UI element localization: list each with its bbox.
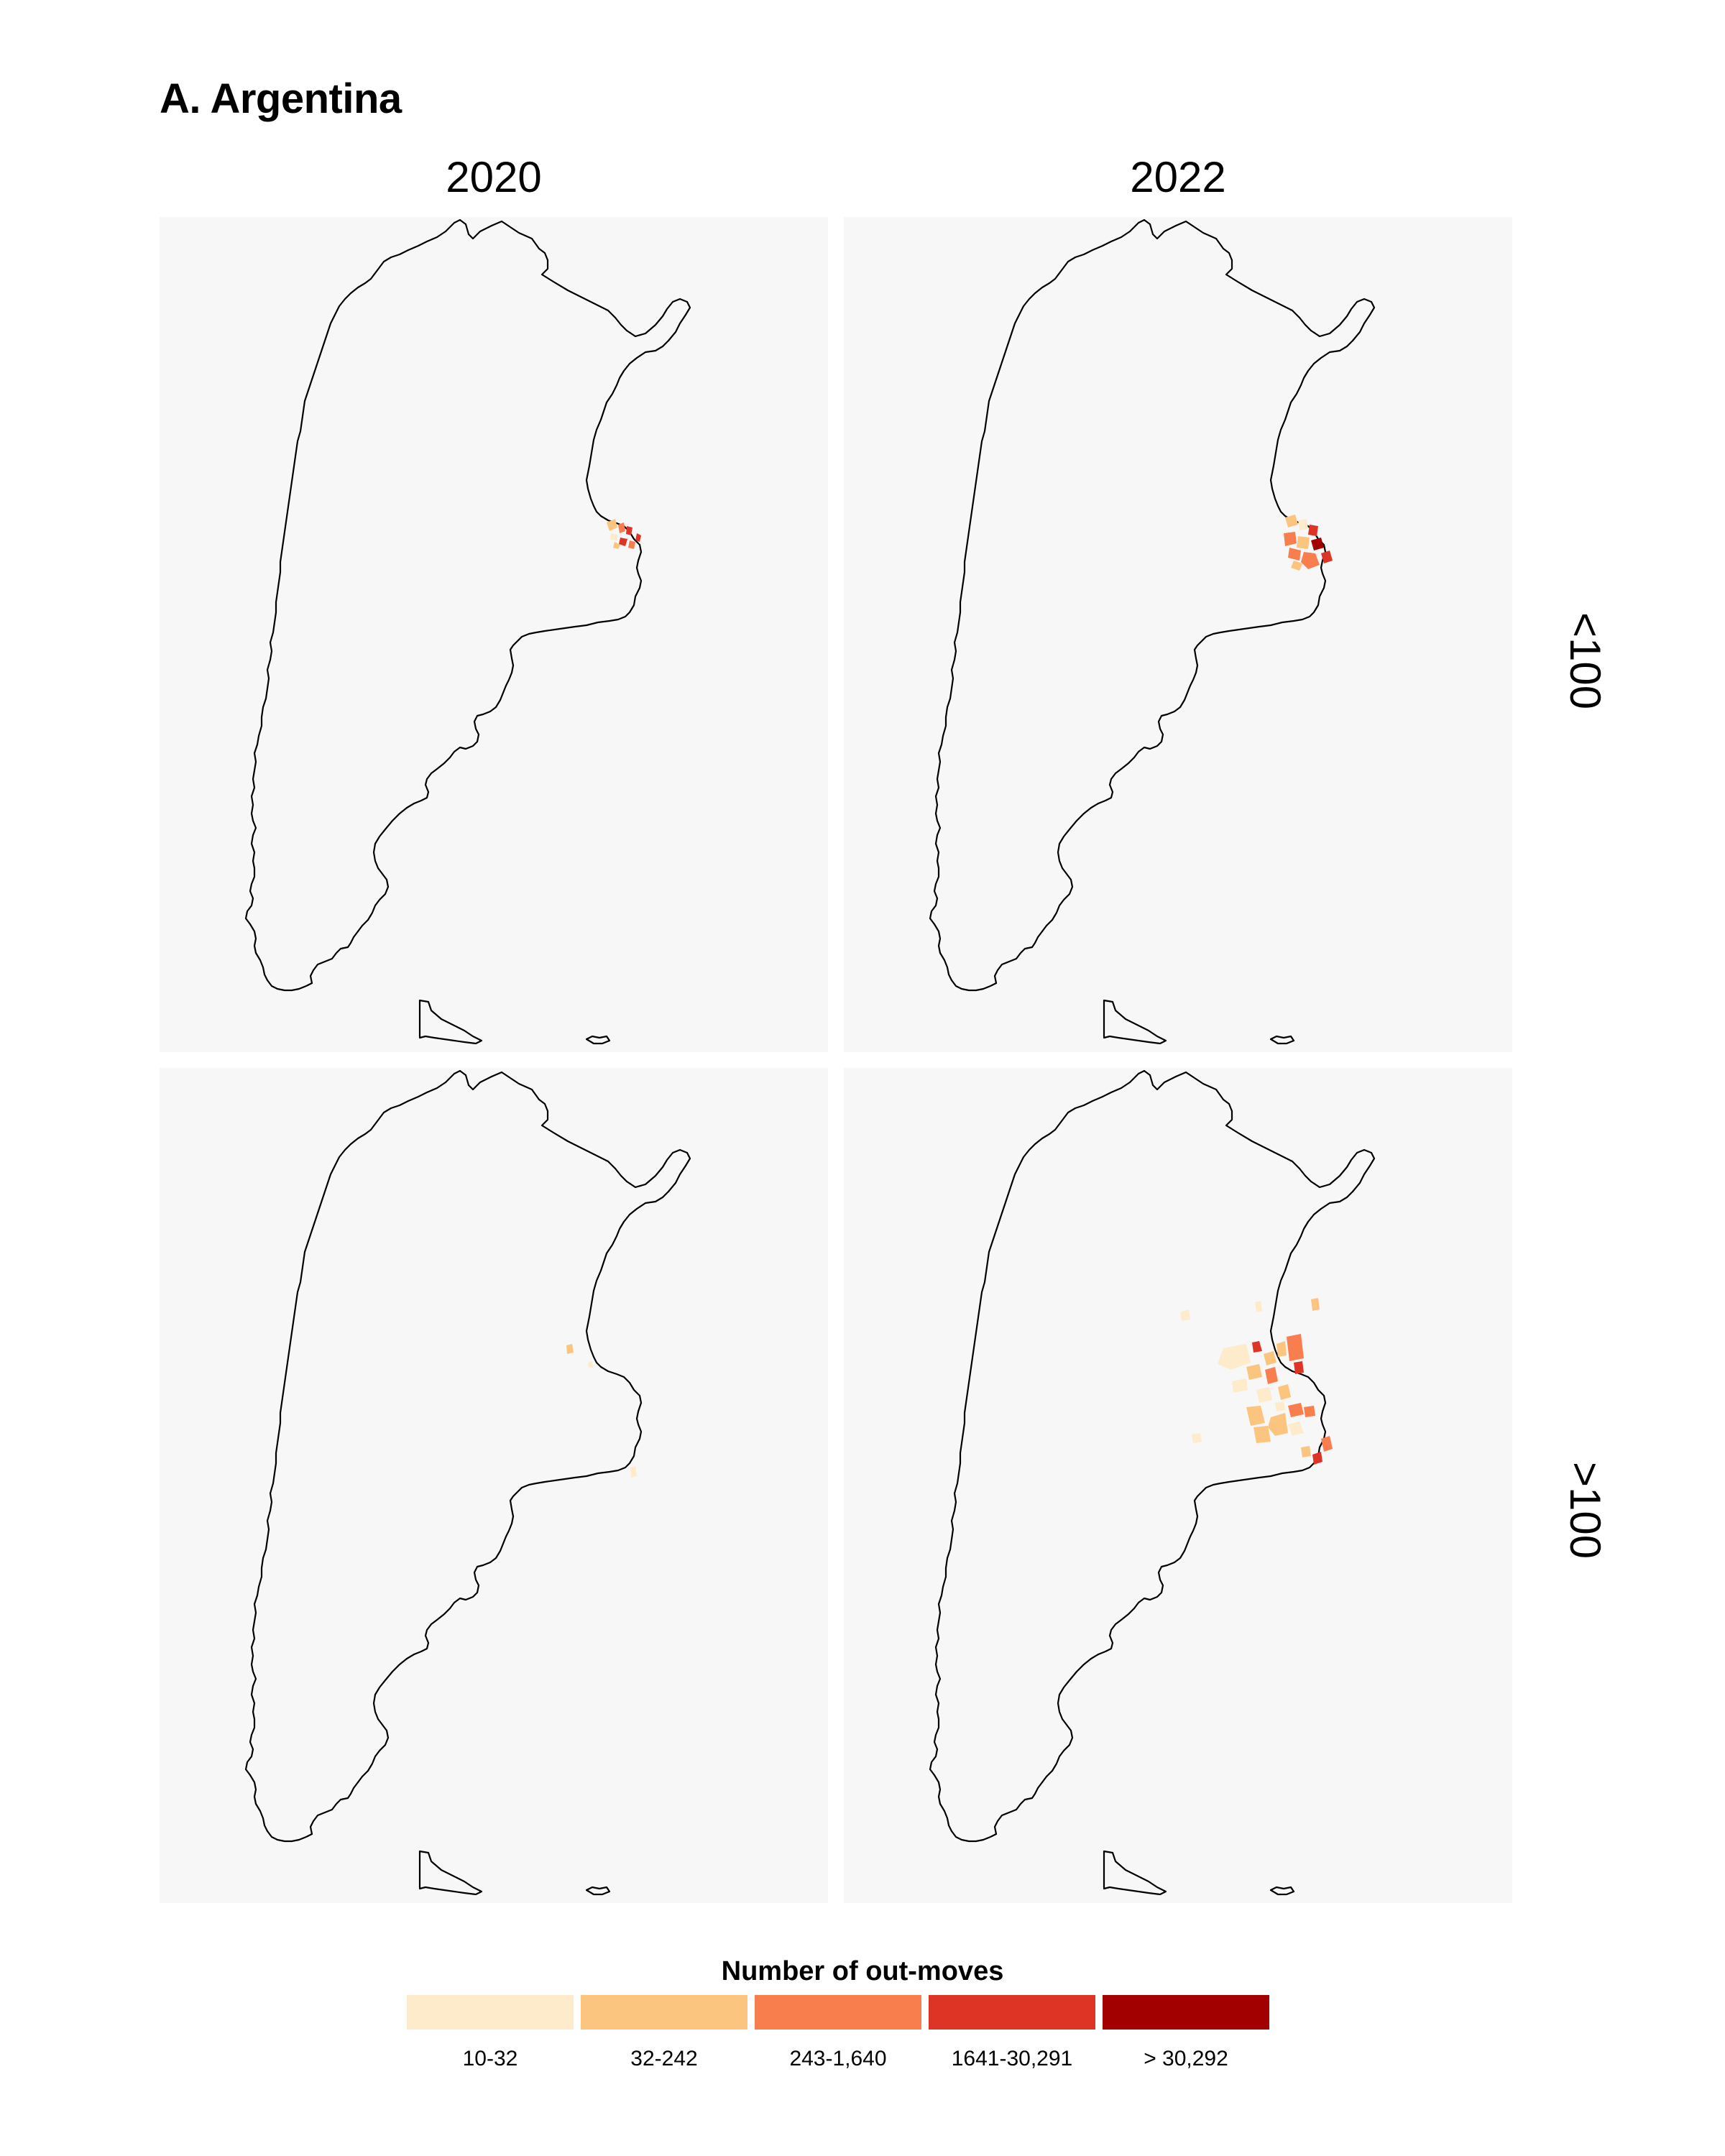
region-patch	[1288, 1403, 1304, 1417]
figure-title: A. Argentina	[160, 75, 402, 122]
legend-label-2: 32-242	[630, 2047, 698, 2070]
country-boundary	[929, 1069, 1376, 1843]
legend-label-1: 10-32	[462, 2047, 518, 2070]
region-patch	[1252, 1341, 1262, 1353]
legend-label-3: 243-1,640	[789, 2047, 887, 2070]
region-patch	[1297, 536, 1310, 549]
country-boundary	[585, 1886, 611, 1896]
map-panel-2022-over-100	[844, 1068, 1512, 1903]
region-patch	[1288, 548, 1301, 561]
map-2022-under-100	[929, 218, 1376, 1045]
region-patch	[1304, 1406, 1315, 1417]
region-patch	[1301, 552, 1320, 569]
region-patch	[1284, 532, 1297, 546]
out-move-regions	[566, 1344, 637, 1478]
map-2022-over-100	[929, 1069, 1376, 1896]
region-patch	[1321, 550, 1333, 563]
argentina-outline	[929, 1069, 1376, 1896]
country-boundary	[244, 1069, 691, 1843]
region-patch	[619, 538, 627, 546]
legend-swatch-5	[1103, 1995, 1269, 2030]
region-patch	[1278, 1384, 1291, 1400]
column-title-2022: 2022	[1130, 153, 1226, 201]
region-patch	[626, 526, 632, 535]
legend-swatch-1	[407, 1995, 574, 2030]
region-patch	[1264, 1351, 1276, 1365]
legend-swatch-2	[581, 1995, 748, 2030]
region-patch	[1246, 1364, 1262, 1380]
region-patch	[588, 1361, 593, 1368]
row-title-over-100: >100	[1561, 1462, 1609, 1560]
region-patch	[628, 540, 635, 549]
region-patch	[1311, 1298, 1320, 1311]
region-patch	[1218, 1344, 1251, 1370]
country-boundary	[1103, 999, 1167, 1045]
argentina-outline	[929, 218, 1376, 1045]
country-boundary	[1269, 1886, 1295, 1896]
region-patch	[1232, 1378, 1248, 1393]
legend-swatch-3	[755, 1995, 921, 2030]
region-patch	[1254, 1426, 1271, 1443]
map-2020-over-100	[244, 1069, 691, 1896]
region-patch	[566, 1344, 574, 1354]
legend-label-4: 1641-30,291	[951, 2047, 1073, 2070]
out-move-regions	[607, 519, 641, 549]
map-panel-2020-under-100	[160, 217, 828, 1052]
country-boundary	[585, 1035, 611, 1045]
region-patch	[1298, 519, 1308, 530]
region-patch	[1321, 1436, 1333, 1452]
region-patch	[1192, 1433, 1202, 1443]
region-patch	[1275, 1401, 1285, 1411]
country-boundary	[418, 999, 483, 1045]
region-patch	[1287, 1334, 1304, 1361]
map-panel-2022-under-100	[844, 217, 1512, 1052]
row-title-under-100: <100	[1561, 612, 1609, 710]
column-title-2020: 2020	[446, 153, 542, 201]
legend-title: Number of out-moves	[721, 1956, 1004, 1986]
country-boundary	[244, 218, 691, 992]
region-patch	[1291, 561, 1302, 571]
argentina-outline	[244, 218, 691, 1045]
region-patch	[1268, 1413, 1288, 1436]
region-patch	[610, 533, 618, 540]
region-patch	[1301, 1446, 1311, 1457]
region-patch	[607, 519, 617, 531]
region-patch	[613, 542, 620, 549]
country-boundary	[1103, 1850, 1167, 1896]
region-patch	[1246, 1406, 1265, 1426]
region-patch	[1288, 1422, 1304, 1436]
out-move-regions	[1284, 515, 1333, 571]
region-patch	[1285, 515, 1298, 528]
legend-swatch-4	[929, 1995, 1095, 2030]
region-patch	[618, 522, 625, 533]
map-2020-under-100	[244, 218, 691, 1045]
map-panel-2020-over-100	[160, 1068, 828, 1903]
region-patch	[1255, 1301, 1262, 1312]
legend-label-5: > 30,292	[1144, 2047, 1228, 2070]
region-patch	[1180, 1309, 1190, 1321]
region-patch	[1308, 525, 1318, 536]
region-patch	[1276, 1341, 1287, 1357]
region-patch	[1312, 1452, 1322, 1465]
region-patch	[1311, 538, 1324, 550]
country-boundary	[1269, 1035, 1295, 1045]
out-move-regions	[1180, 1298, 1333, 1465]
region-patch	[635, 533, 641, 542]
region-patch	[1294, 1361, 1304, 1374]
country-boundary	[929, 218, 1376, 992]
region-patch	[630, 1466, 637, 1478]
argentina-outline	[244, 1069, 691, 1896]
region-patch	[1256, 1387, 1272, 1403]
region-patch	[1265, 1367, 1278, 1384]
country-boundary	[418, 1850, 483, 1896]
